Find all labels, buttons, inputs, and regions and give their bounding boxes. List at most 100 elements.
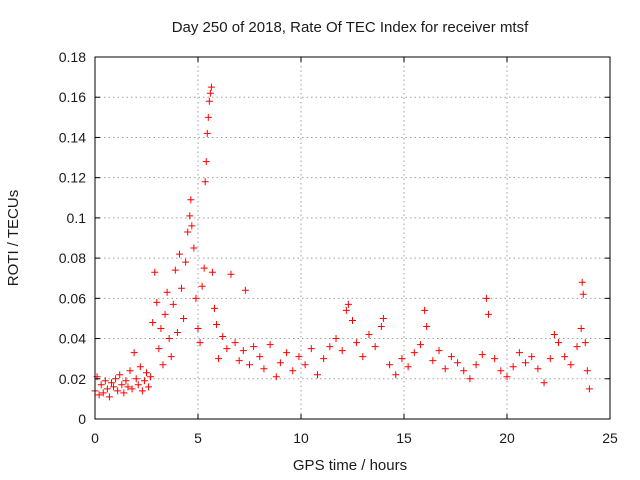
data-point — [266, 341, 274, 349]
data-point — [509, 363, 517, 371]
data-point — [149, 318, 157, 326]
x-tick-label: 15 — [396, 430, 412, 446]
data-point — [567, 361, 575, 369]
data-point — [307, 345, 315, 353]
data-point — [404, 363, 412, 371]
data-point — [338, 347, 346, 355]
x-tick-label: 25 — [602, 430, 618, 446]
y-tick-label: 0.14 — [59, 129, 86, 145]
data-point — [151, 268, 159, 276]
data-point — [145, 383, 153, 391]
data-point — [295, 353, 303, 361]
data-point — [239, 347, 247, 355]
data-point — [190, 244, 198, 252]
data-point — [143, 369, 150, 377]
y-tick-label: 0 — [78, 411, 86, 427]
y-tick-label: 0.12 — [59, 170, 86, 186]
data-point — [578, 278, 586, 286]
y-tick-label: 0.1 — [67, 210, 87, 226]
y-tick-label: 0.02 — [59, 371, 86, 387]
data-point — [581, 339, 589, 347]
y-tick-label: 0.04 — [59, 331, 86, 347]
data-point — [301, 361, 309, 369]
data-point — [178, 284, 186, 292]
data-point — [484, 310, 492, 318]
data-point — [276, 359, 284, 367]
data-point — [392, 371, 400, 379]
data-point — [200, 264, 208, 272]
data-point — [272, 373, 280, 381]
data-point — [130, 349, 138, 357]
data-point — [423, 322, 431, 330]
data-point — [159, 361, 167, 369]
data-point — [454, 359, 462, 367]
data-point — [97, 381, 105, 389]
x-tick-label: 0 — [91, 430, 99, 446]
data-point — [203, 129, 211, 137]
data-point — [103, 385, 111, 393]
data-point — [99, 389, 107, 397]
data-point — [173, 329, 181, 337]
data-point — [349, 316, 356, 324]
data-point — [153, 298, 161, 306]
data-point — [256, 353, 264, 361]
data-point — [410, 349, 418, 357]
data-point — [128, 385, 136, 393]
data-point — [313, 371, 321, 379]
x-axis-label: GPS time / hours — [293, 457, 407, 474]
data-point — [175, 250, 183, 258]
data-point — [447, 353, 455, 361]
data-point — [171, 266, 179, 274]
data-point — [227, 270, 235, 278]
data-point — [332, 335, 340, 343]
data-point — [157, 325, 165, 332]
data-point — [122, 377, 130, 385]
data-point — [194, 325, 202, 332]
data-point — [105, 393, 113, 401]
x-tick-label: 10 — [293, 430, 309, 446]
data-point — [379, 314, 387, 322]
data-point — [138, 387, 146, 395]
data-point — [435, 347, 443, 355]
data-point — [342, 306, 350, 314]
data-point — [482, 294, 490, 302]
data-point — [528, 353, 536, 361]
data-point — [579, 290, 587, 298]
data-point — [466, 375, 474, 383]
data-point — [344, 300, 352, 308]
data-point — [208, 268, 216, 276]
data-point — [359, 353, 367, 361]
data-point — [371, 343, 379, 351]
data-point — [182, 258, 190, 266]
data-point — [577, 325, 585, 332]
data-point — [169, 300, 177, 308]
y-tick-label: 0.16 — [59, 89, 86, 105]
data-point — [326, 343, 334, 351]
data-point — [206, 89, 214, 97]
data-point — [205, 97, 213, 105]
data-point — [429, 357, 437, 365]
axis-ticks: 0 0.02 0.04 0.06 0.08 0.1 0.12 0.14 0.16 0.18 0 5 10… — [59, 49, 618, 446]
data-point — [155, 345, 163, 353]
data-point — [136, 363, 144, 371]
data-point — [250, 343, 258, 351]
data-point — [186, 212, 194, 220]
data-point — [161, 310, 169, 318]
data-point — [204, 113, 212, 121]
data-point — [497, 367, 505, 375]
data-point — [460, 367, 468, 375]
data-point — [555, 339, 562, 347]
data-point — [583, 367, 591, 375]
data-point — [132, 375, 140, 383]
data-point — [241, 286, 249, 294]
data-point — [210, 304, 218, 312]
data-point — [116, 371, 124, 379]
data-point — [283, 349, 291, 357]
data-point — [124, 383, 132, 391]
y-axis-label: ROTI / TECUs — [5, 190, 22, 286]
y-tick-label: 0.18 — [59, 49, 86, 65]
data-point — [472, 361, 480, 369]
data-point — [192, 294, 200, 302]
data-point — [196, 339, 204, 347]
data-point — [441, 365, 449, 373]
